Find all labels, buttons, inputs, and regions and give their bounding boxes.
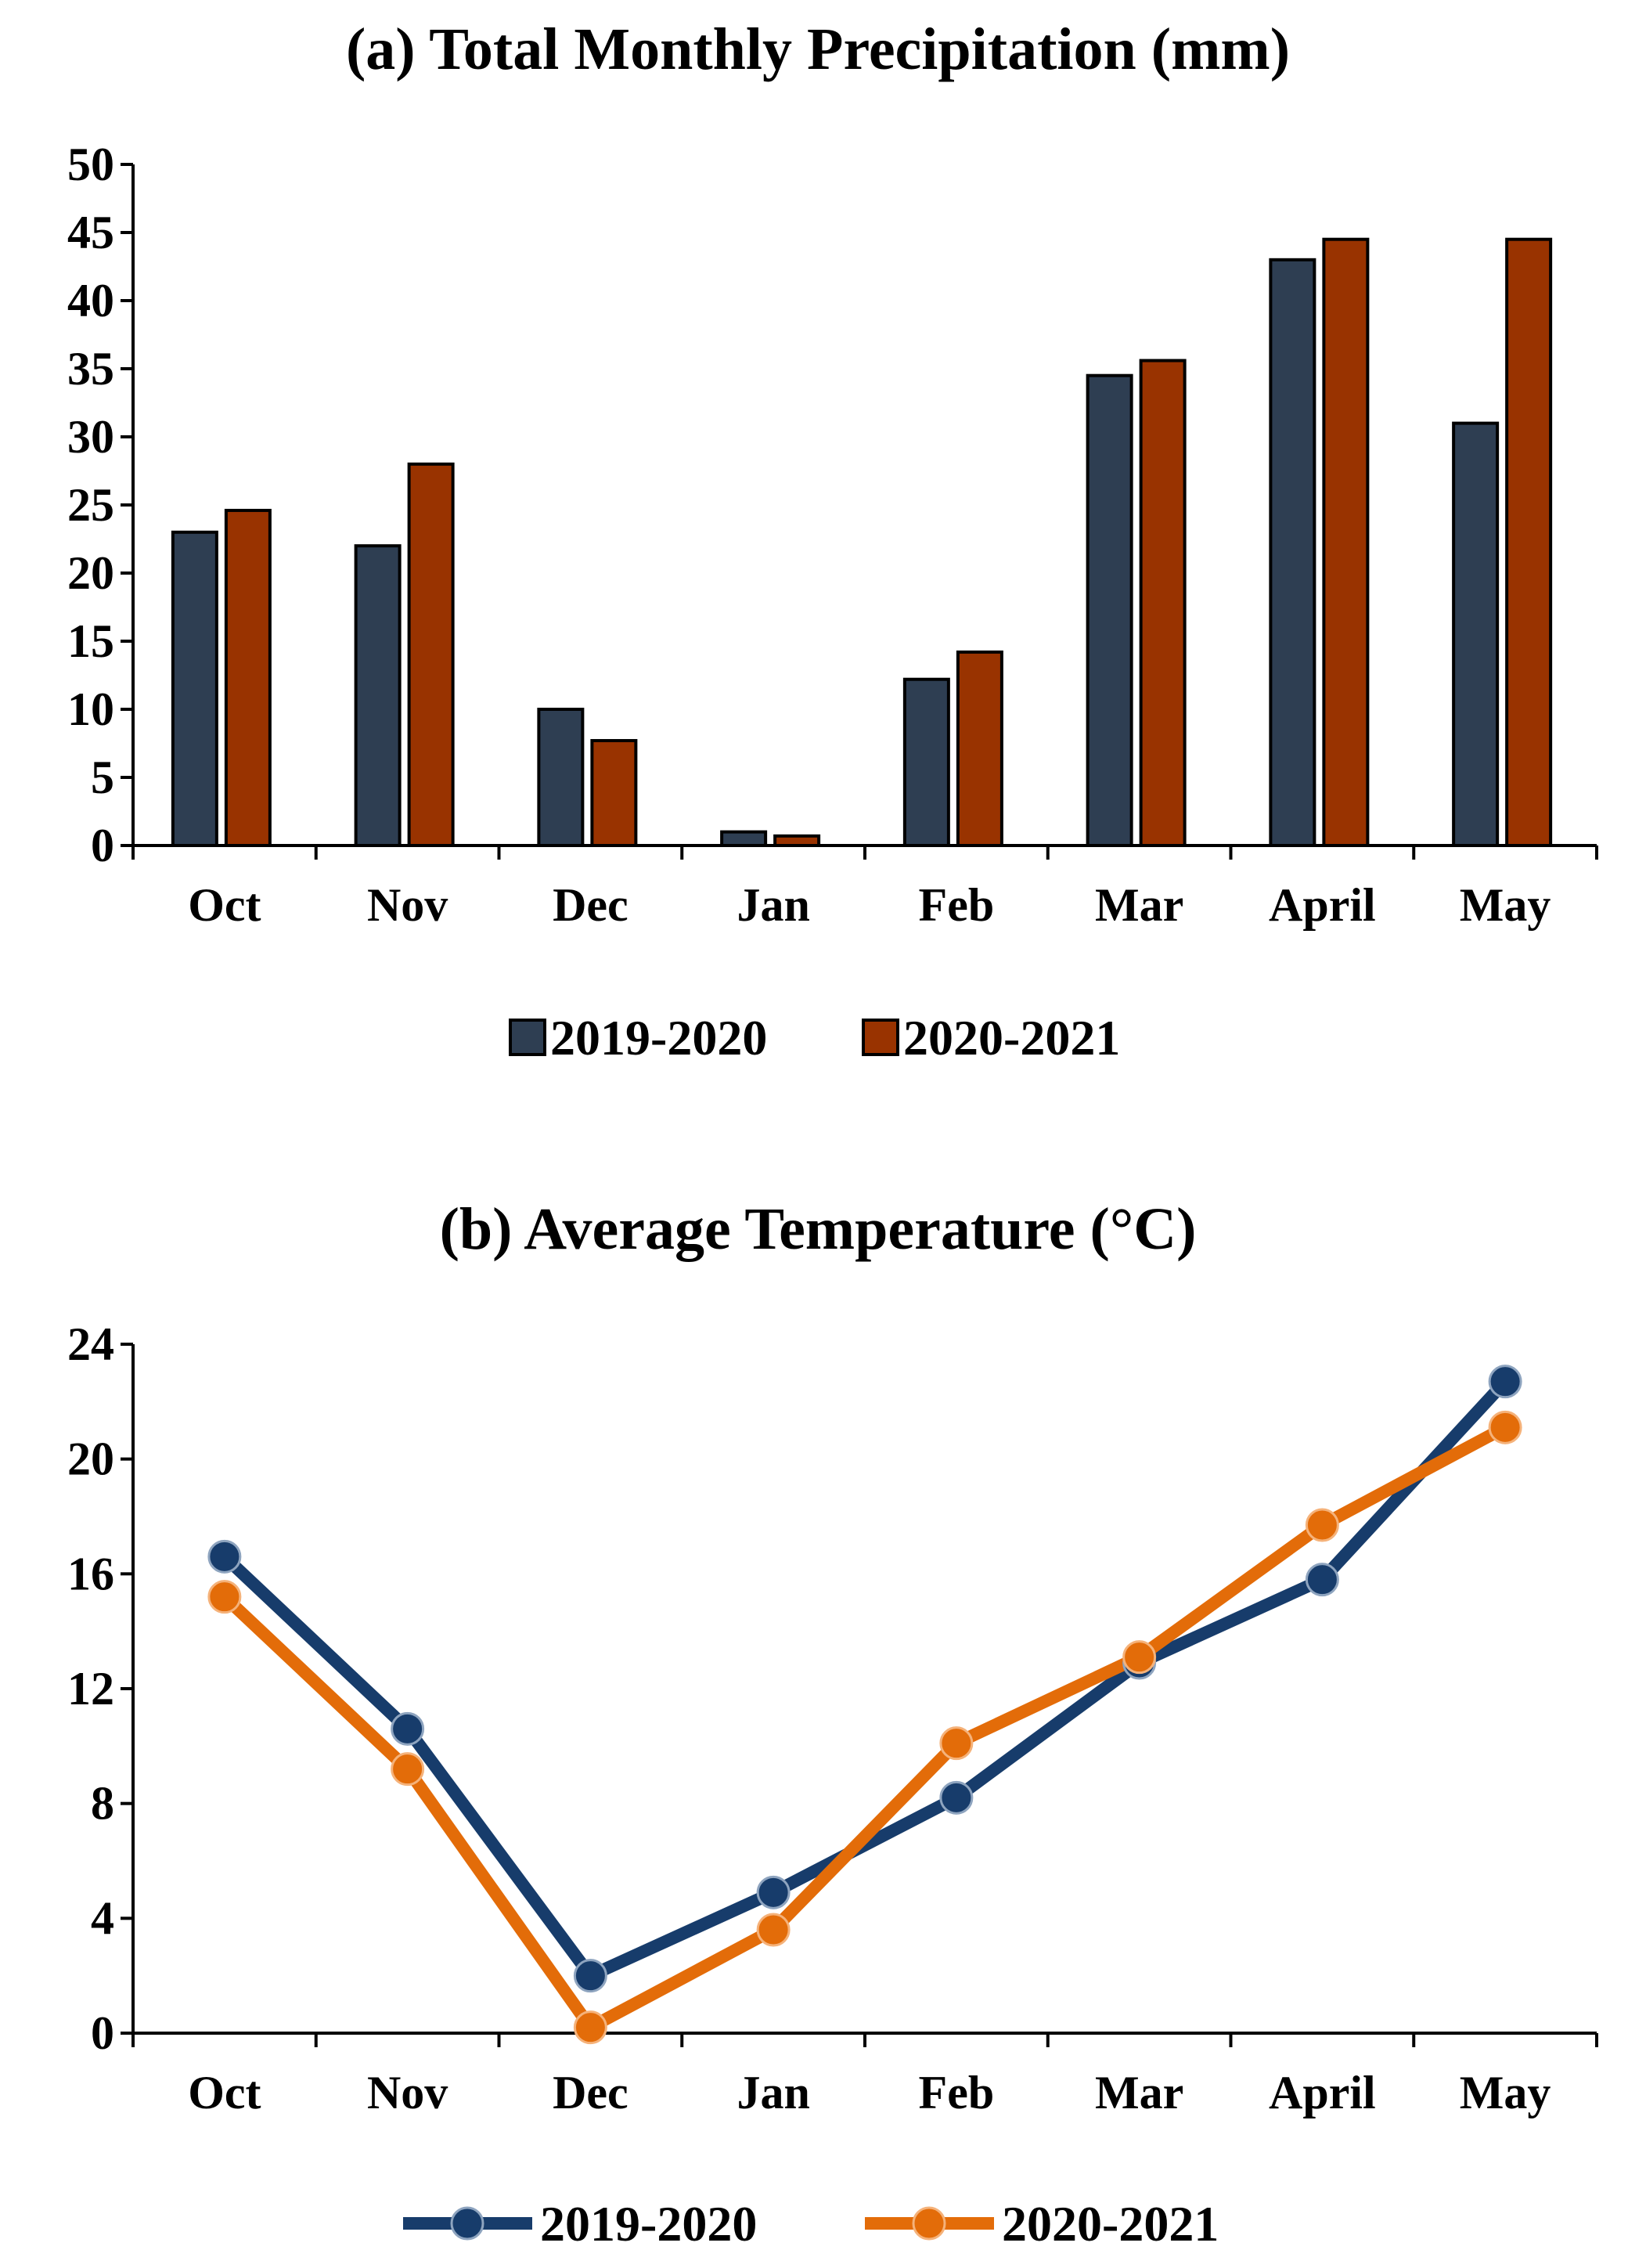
y-tick-label: 12	[67, 1663, 114, 1715]
point-2019-2020-april	[1305, 1563, 1339, 1597]
y-tick-label: 0	[91, 2007, 114, 2059]
bar-2020-2021-feb	[956, 650, 1003, 847]
point-2019-2020-oct	[207, 1539, 242, 1574]
chart-a-bars	[171, 237, 1553, 848]
bar-2019-2020-nov	[354, 544, 402, 847]
x-tick-label: Nov	[367, 2067, 448, 2118]
point-2019-2020-feb	[939, 1780, 974, 1815]
x-tick-label: Feb	[919, 2067, 995, 2118]
chart-b-title: (b) Average Temperature (°C)	[440, 1196, 1197, 1262]
x-tick-label: May	[1460, 2067, 1551, 2118]
y-tick-label: 0	[91, 820, 114, 871]
point-2020-2021-mar	[1122, 1640, 1157, 1675]
bar-2020-2021-oct	[224, 508, 272, 848]
point-2019-2020-nov	[391, 1711, 425, 1746]
y-tick-label: 24	[67, 1318, 114, 1370]
point-2020-2021-oct	[207, 1580, 242, 1614]
bar-2020-2021-nov	[407, 462, 455, 847]
bar-2020-2021-may	[1505, 237, 1553, 847]
legend-label-2020-2021: 2020-2021	[903, 1010, 1120, 1065]
y-tick-label: 30	[67, 411, 114, 463]
point-2019-2020-jan	[756, 1875, 791, 1909]
bar-2019-2020-jan	[720, 830, 768, 847]
x-tick-label: Feb	[919, 879, 995, 931]
point-2020-2021-nov	[391, 1752, 425, 1787]
y-tick-label: 15	[67, 615, 114, 667]
bar-2020-2021-april	[1322, 237, 1370, 847]
y-tick-label: 8	[91, 1778, 114, 1830]
x-tick-label: Jan	[737, 879, 809, 931]
y-tick-label: 50	[67, 139, 114, 190]
x-tick-label: Jan	[737, 2067, 809, 2118]
bar-2019-2020-oct	[171, 530, 218, 847]
y-tick-label: 5	[91, 752, 114, 803]
y-tick-label: 20	[67, 1433, 114, 1485]
point-2020-2021-may	[1488, 1410, 1522, 1444]
y-tick-label: 4	[91, 1892, 114, 1944]
point-2020-2021-jan	[756, 1913, 791, 1947]
bar-2019-2020-april	[1269, 258, 1316, 847]
chart-b-y-axis: 0 4 8 12 16 20 24	[67, 1318, 133, 2059]
legend-marker-2019-2020	[450, 2206, 484, 2241]
y-tick-label: 16	[67, 1548, 114, 1599]
x-tick-label: Dec	[553, 879, 629, 931]
bar-2019-2020-mar	[1086, 373, 1133, 847]
legend-label-b-2020-2021: 2020-2021	[1002, 2196, 1219, 2252]
y-tick-label: 45	[67, 207, 114, 258]
legend-swatch-2019-2020	[509, 1019, 546, 1056]
point-2020-2021-feb	[939, 1726, 974, 1761]
chart-a-axes	[131, 164, 1597, 847]
x-tick-label: Nov	[367, 879, 448, 931]
x-tick-label: Oct	[188, 879, 261, 931]
precipitation-bar-chart: (a) Total Monthly Precipitation (mm) 0 5 1…	[67, 16, 1598, 1065]
point-2020-2021-dec	[573, 2010, 607, 2045]
x-tick-label: Mar	[1095, 879, 1183, 931]
chart-b-axes	[131, 1344, 1597, 2035]
y-tick-label: 40	[67, 275, 114, 326]
y-tick-label: 20	[67, 547, 114, 599]
x-tick-label: April	[1269, 879, 1376, 931]
chart-a-title: (a) Total Monthly Precipitation (mm)	[346, 16, 1290, 82]
x-tick-label: May	[1460, 879, 1551, 931]
chart-b-legend: 2019-2020 2020-2021	[403, 2196, 1219, 2252]
chart-a-legend: 2019-2020 2020-2021	[509, 1010, 1120, 1065]
point-2019-2020-may	[1488, 1365, 1522, 1399]
line-2019-2020	[218, 1375, 1512, 1982]
point-2019-2020-dec	[573, 1959, 607, 1993]
line-2020-2021	[218, 1421, 1512, 2034]
chart-a-x-axis: Oct Nov Dec Jan Feb Mar April May	[131, 846, 1598, 931]
bar-2019-2020-may	[1452, 421, 1500, 847]
x-tick-label: April	[1269, 2067, 1376, 2118]
x-tick-label: Oct	[188, 2067, 261, 2118]
chart-b-lines	[207, 1365, 1522, 2045]
temperature-line-chart: (b) Average Temperature (°C) 0 4 8 12 16 20 24…	[67, 1196, 1598, 2252]
bar-2020-2021-dec	[590, 739, 638, 848]
y-tick-label: 10	[67, 683, 114, 735]
y-tick-label: 25	[67, 479, 114, 531]
bar-2019-2020-dec	[537, 708, 585, 847]
legend-label-b-2019-2020: 2019-2020	[540, 2196, 757, 2252]
x-tick-label: Dec	[553, 2067, 629, 2118]
legend-swatch-2020-2021	[862, 1019, 899, 1056]
point-2020-2021-april	[1305, 1508, 1339, 1542]
x-tick-label: Mar	[1095, 2067, 1183, 2118]
bar-2019-2020-feb	[902, 677, 950, 847]
legend-marker-2020-2021	[912, 2206, 946, 2241]
chart-b-x-axis: Oct Nov Dec Jan Feb Mar April May	[131, 2033, 1598, 2118]
chart-a-y-axis: 0 5 10 15 20 25 30 35 40 45 50	[67, 139, 133, 871]
y-tick-label: 35	[67, 343, 114, 395]
legend-label-2019-2020: 2019-2020	[550, 1010, 767, 1065]
bar-2020-2021-mar	[1139, 359, 1187, 847]
